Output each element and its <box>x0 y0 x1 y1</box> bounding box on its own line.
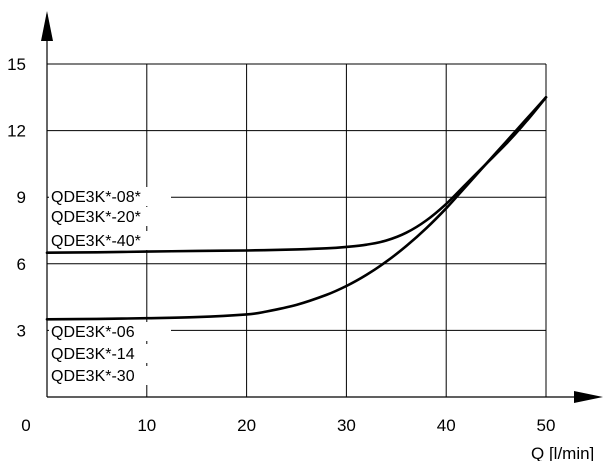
x-tick-label-50: 50 <box>537 416 556 435</box>
annotation-bg <box>49 366 171 385</box>
x-tick-label-20: 20 <box>237 416 256 435</box>
annotation-bg <box>49 207 171 226</box>
series-label-1-1: QDE3K*-08* <box>51 189 141 206</box>
x-tick-label-40: 40 <box>437 416 456 435</box>
annotation-bg <box>49 187 171 206</box>
x-axis-label: Q [l/min] <box>531 444 594 461</box>
series-label-1-2: QDE3K*-20* <box>51 209 141 226</box>
y-tick-label-9: 9 <box>17 188 26 207</box>
data-curves <box>45 96 548 321</box>
x-tick-label-0: 0 <box>21 416 30 435</box>
series-line-1 <box>45 96 548 254</box>
axes <box>41 11 603 403</box>
y-tick-label-15: 15 <box>7 55 26 74</box>
series-label-1-3: QDE3K*-40* <box>51 233 141 250</box>
curve-annotations: QDE3K*-08* QDE3K*-20* QDE3K*-40* QDE3K*-06 Q… <box>49 187 171 385</box>
y-axis-arrow <box>41 11 53 41</box>
y-tick-label-12: 12 <box>7 122 26 141</box>
x-tick-label-30: 30 <box>337 416 356 435</box>
series-label-2-1: QDE3K*-06 <box>51 324 135 341</box>
annotation-bg <box>49 231 171 250</box>
x-tick-label-10: 10 <box>137 416 156 435</box>
y-tick-label-3: 3 <box>17 321 26 340</box>
tick-labels: 0 10 20 30 40 50 3 6 9 12 15 <box>7 55 555 435</box>
series-line-2 <box>45 96 548 321</box>
annotation-bg <box>49 322 171 341</box>
series-label-2-2: QDE3K*-14 <box>51 346 135 363</box>
x-axis-arrow <box>574 391 603 403</box>
series-label-2-3: QDE3K*-30 <box>51 368 135 385</box>
y-tick-label-6: 6 <box>17 255 26 274</box>
annotation-bg <box>49 344 171 363</box>
